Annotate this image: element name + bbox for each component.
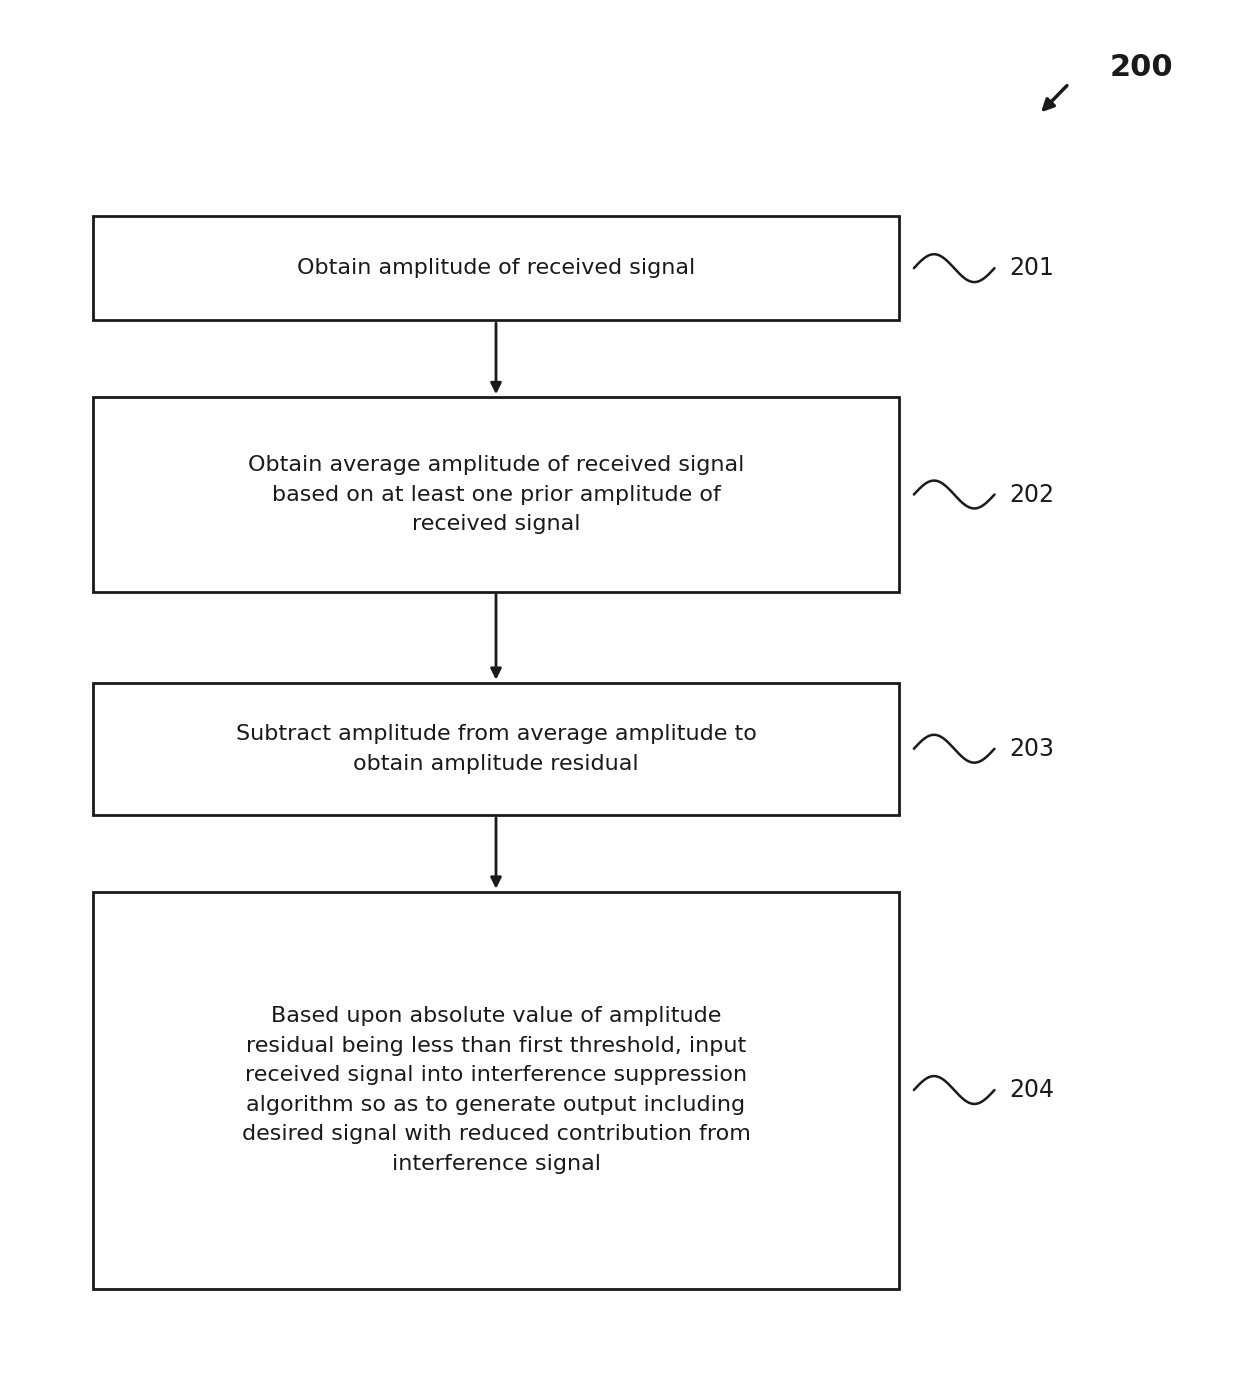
Text: Obtain average amplitude of received signal
based on at least one prior amplitud: Obtain average amplitude of received sig… [248, 456, 744, 534]
Bar [93, 216, 899, 320]
Bar [93, 683, 899, 815]
Text: 204: 204 [1009, 1078, 1054, 1102]
Text: Based upon absolute value of amplitude
residual being less than first threshold,: Based upon absolute value of amplitude r… [242, 1006, 750, 1174]
Text: 202: 202 [1009, 482, 1054, 507]
Text: Obtain amplitude of received signal: Obtain amplitude of received signal [296, 258, 696, 279]
Bar [93, 892, 899, 1289]
Text: 203: 203 [1009, 737, 1054, 761]
Text: 200: 200 [1110, 53, 1173, 82]
Text: Subtract amplitude from average amplitude to
obtain amplitude residual: Subtract amplitude from average amplitud… [236, 724, 756, 773]
Text: 201: 201 [1009, 256, 1054, 280]
Bar [93, 397, 899, 592]
